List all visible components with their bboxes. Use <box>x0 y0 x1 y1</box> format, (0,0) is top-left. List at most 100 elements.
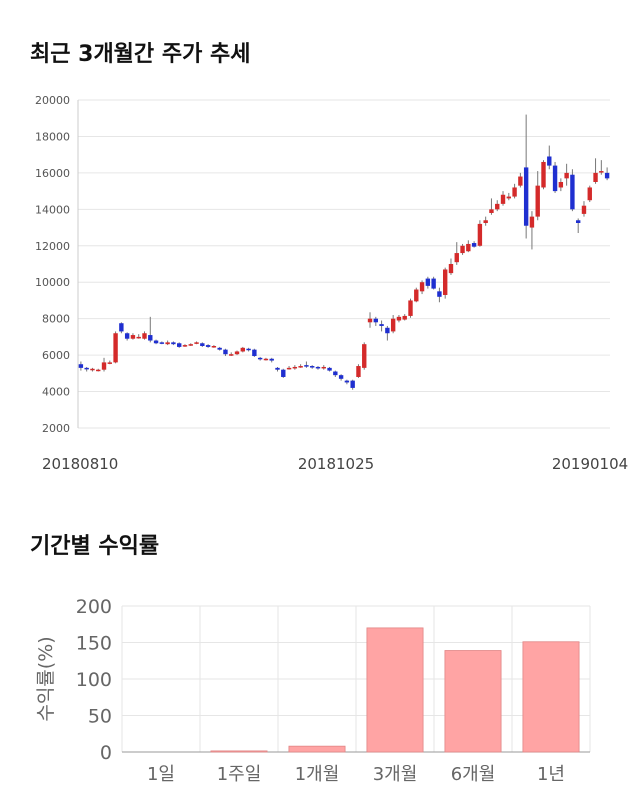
period-return-title: 기간별 수익률 <box>30 534 160 559</box>
candle-body <box>466 243 471 252</box>
candle-body <box>489 209 494 213</box>
candle-body <box>188 344 193 346</box>
candle-body <box>350 380 355 388</box>
candle-body <box>333 371 338 376</box>
x-tick-label: 1년 <box>537 764 565 785</box>
candle-body <box>454 253 459 263</box>
y-tick-label: 4000 <box>42 386 70 399</box>
candle-body <box>367 318 373 323</box>
candle-body <box>338 375 344 379</box>
candle-body <box>263 358 269 361</box>
candle-body <box>431 278 436 289</box>
candle-body <box>575 220 581 223</box>
candle-body <box>362 344 367 368</box>
x-tick-label: 20190104 <box>552 455 628 473</box>
candle-body <box>402 315 407 320</box>
candle-body <box>96 369 101 372</box>
y-tick-label: 12000 <box>35 240 70 253</box>
y-tick-label: 10000 <box>35 276 70 289</box>
candle-body <box>396 316 402 321</box>
return-bar <box>210 750 268 753</box>
candle-body <box>119 323 124 332</box>
candle-body <box>257 357 263 360</box>
candle-body <box>130 335 136 339</box>
return-bar <box>522 641 580 753</box>
candle-body <box>269 358 274 361</box>
candle-body <box>309 366 315 368</box>
candle-body <box>286 367 292 370</box>
candle-body <box>200 343 205 346</box>
candle-body <box>211 346 217 348</box>
candle-body <box>593 172 598 182</box>
candle-body <box>483 220 488 223</box>
candle-body <box>292 366 298 369</box>
price-candlestick-chart: 2000 4000 6000 8000 10000 12000 14000 16000 1800… <box>35 94 628 473</box>
y-tick-label: 14000 <box>35 203 70 216</box>
y-tick-label: 200 <box>76 596 112 618</box>
candle-body <box>171 342 176 345</box>
return-bar <box>366 627 424 753</box>
y-tick-label: 0 <box>100 742 112 764</box>
y-tick-label: 18000 <box>35 130 70 143</box>
candle-body <box>437 291 442 297</box>
candle-body <box>176 343 182 347</box>
candle-body <box>512 187 517 197</box>
candle-body <box>182 345 188 347</box>
y-tick-label: 2000 <box>42 422 70 435</box>
candle-body <box>587 187 592 201</box>
x-tick-label: 6개월 <box>451 764 496 785</box>
candle-body <box>558 182 564 188</box>
candle-body <box>570 174 575 210</box>
candle-body <box>385 327 390 334</box>
candle-body <box>344 380 350 383</box>
y-tick-label: 20000 <box>35 94 70 107</box>
candle-body <box>234 351 240 355</box>
candle-body <box>547 156 552 166</box>
candle-body <box>194 342 199 344</box>
candle-body <box>373 318 379 323</box>
candle-body <box>252 349 257 357</box>
candle-body <box>142 333 147 339</box>
candle-body <box>495 203 500 210</box>
x-tick-label: 1일 <box>147 764 175 785</box>
candle-body <box>84 367 89 370</box>
candle-body <box>552 165 558 192</box>
y-axis-label: 수익률(%) <box>35 636 57 721</box>
y-tick-label: 6000 <box>42 349 70 362</box>
candle-body <box>541 161 546 188</box>
candle-body <box>217 347 222 350</box>
candle-body <box>124 333 130 339</box>
candle-body <box>460 245 465 254</box>
y-tick-label: 100 <box>76 669 112 691</box>
candle-body <box>136 336 141 339</box>
candle-body <box>564 172 569 179</box>
candle-body <box>379 324 384 326</box>
candle-body <box>523 167 529 226</box>
candle-body <box>113 333 118 363</box>
candle-body <box>356 366 361 377</box>
candle-body <box>90 368 95 371</box>
candle-body <box>390 318 396 332</box>
candle-body <box>165 342 170 345</box>
x-tick-label: 1개월 <box>295 764 340 785</box>
candle-body <box>408 300 413 316</box>
candle-body <box>229 354 234 356</box>
candle-body <box>448 264 454 274</box>
candle-body <box>298 366 303 368</box>
candle-body <box>414 289 419 302</box>
candle-body <box>101 362 107 370</box>
x-tick-label: 3개월 <box>373 764 418 785</box>
candle-body <box>246 348 251 351</box>
y-tick-label: 16000 <box>35 167 70 180</box>
candle-body <box>506 196 512 199</box>
candle-body <box>442 269 448 295</box>
y-tick-label: 50 <box>88 706 112 728</box>
period-return-bar-chart: 0 50 100 150 200 1일 1주일 1개월 3개월 6개월 1년 수익률(%) <box>35 596 591 785</box>
candle-body <box>581 205 587 214</box>
return-bar <box>288 745 346 753</box>
y-tick-label: 150 <box>76 633 112 655</box>
candle-body <box>425 278 431 286</box>
candle-body <box>223 349 228 355</box>
x-tick-label: 20180810 <box>42 455 118 473</box>
candle-body <box>535 185 540 217</box>
